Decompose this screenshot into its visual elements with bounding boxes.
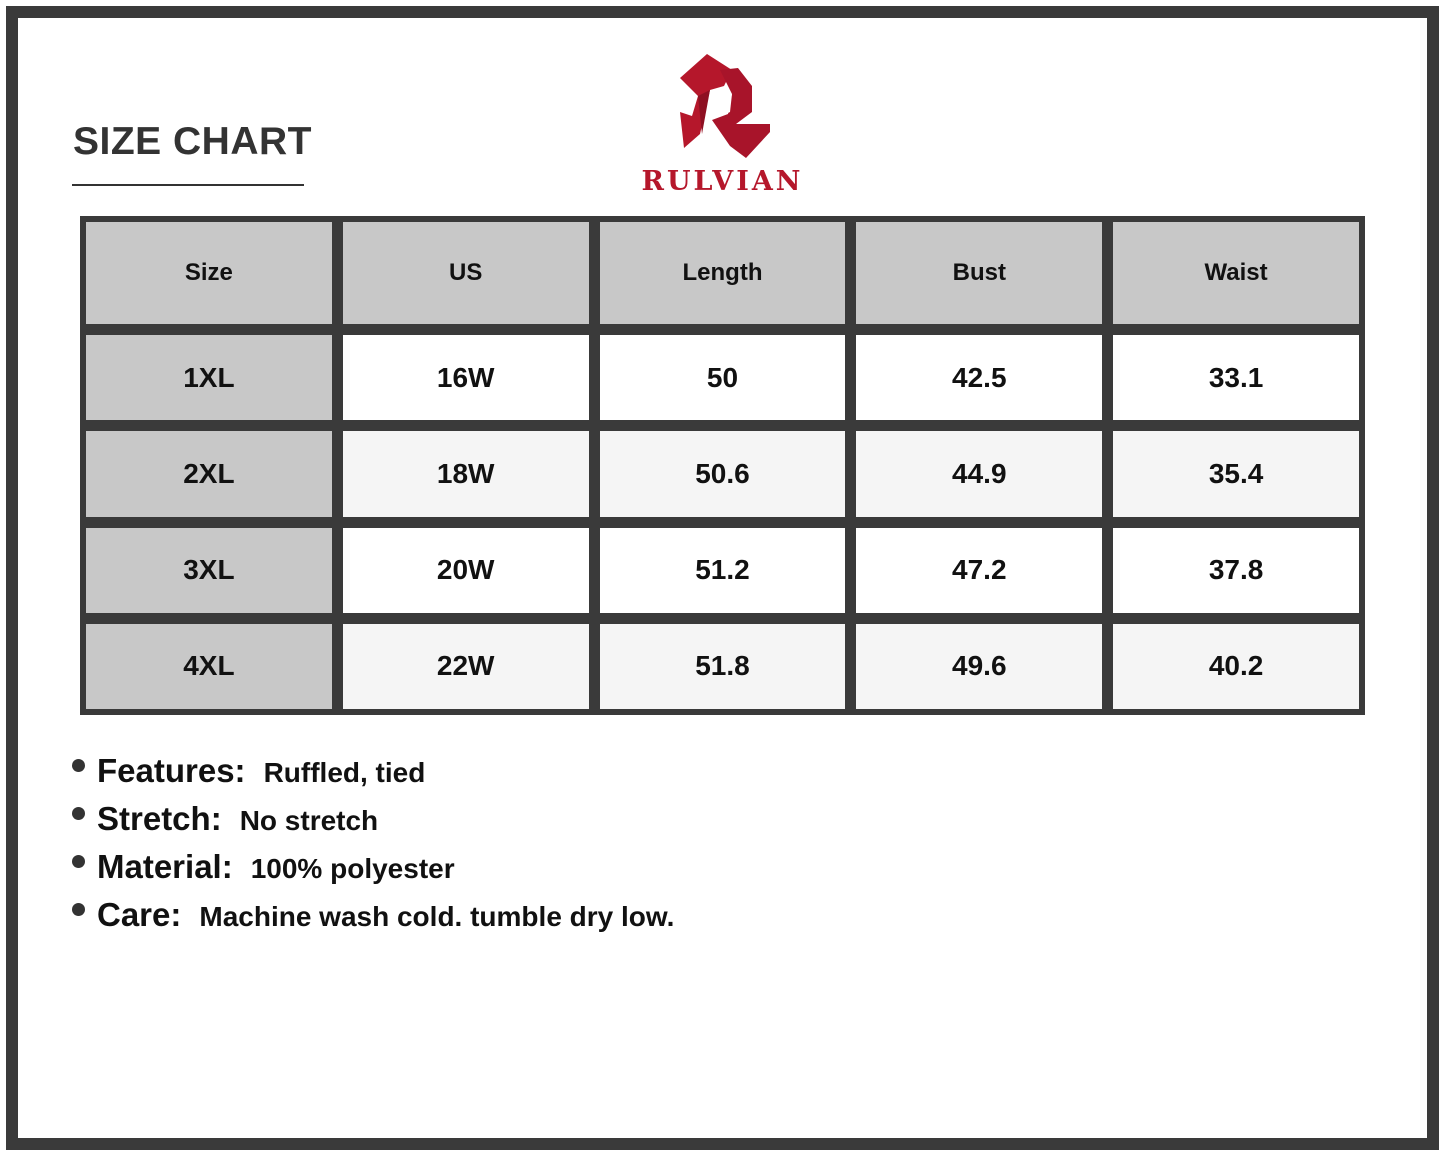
note-value: 100% polyester [250, 853, 455, 884]
note-value: Machine wash cold. tumble dry low. [199, 901, 675, 932]
bullet-icon [72, 759, 85, 772]
note-item: Care: Machine wash cold. tumble dry low. [72, 896, 674, 944]
row-size-label: 3XL [86, 527, 332, 613]
bullet-icon [72, 903, 85, 916]
table-cell: 20W [342, 527, 589, 613]
brand-logo [680, 54, 770, 158]
table-cell: 50 [599, 335, 846, 421]
bullet-icon [72, 807, 85, 820]
table-cell: 49.6 [856, 623, 1103, 709]
table-cell: 40.2 [1113, 623, 1359, 709]
table-cell: 42.5 [856, 335, 1103, 421]
column-header: Length [599, 222, 846, 324]
table-cell: 16W [342, 335, 589, 421]
table-cell: 51.8 [599, 623, 846, 709]
note-value: Ruffled, tied [263, 757, 426, 788]
row-size-label: 1XL [86, 335, 332, 421]
column-header: Bust [856, 222, 1103, 324]
title-underline [72, 184, 304, 186]
size-table: Size US Length Bust Waist 1XL 16W 50 42.5 33.1 2XL… [80, 216, 1365, 715]
table-cell: 50.6 [599, 431, 846, 517]
note-label: Stretch: [97, 800, 222, 837]
row-size-label: 2XL [86, 431, 332, 517]
note-value: No stretch [239, 805, 379, 836]
column-header: Size [86, 222, 332, 324]
bullet-icon [72, 855, 85, 868]
table-cell: 37.8 [1113, 527, 1359, 613]
note-label: Care: [97, 896, 182, 933]
table-cell: 35.4 [1113, 431, 1359, 517]
table-cell: 18W [342, 431, 589, 517]
note-label: Features: [97, 752, 246, 789]
product-notes: Features: Ruffled, tied Stretch: No stretch… [72, 752, 674, 944]
note-item: Features: Ruffled, tied [72, 752, 674, 800]
brand-name: RULVIAN [641, 166, 804, 197]
note-label: Material: [97, 848, 233, 885]
table-cell: 51.2 [599, 527, 846, 613]
column-header: US [342, 222, 589, 324]
table-cell: 47.2 [856, 527, 1103, 613]
table-cell: 44.9 [856, 431, 1103, 517]
column-header: Waist [1113, 222, 1359, 324]
row-size-label: 4XL [86, 623, 332, 709]
note-item: Material: 100% polyester [72, 848, 674, 896]
page-title: SIZE CHART [73, 120, 312, 163]
table-cell: 22W [342, 623, 589, 709]
table-cell: 33.1 [1113, 335, 1359, 421]
note-item: Stretch: No stretch [72, 800, 674, 848]
